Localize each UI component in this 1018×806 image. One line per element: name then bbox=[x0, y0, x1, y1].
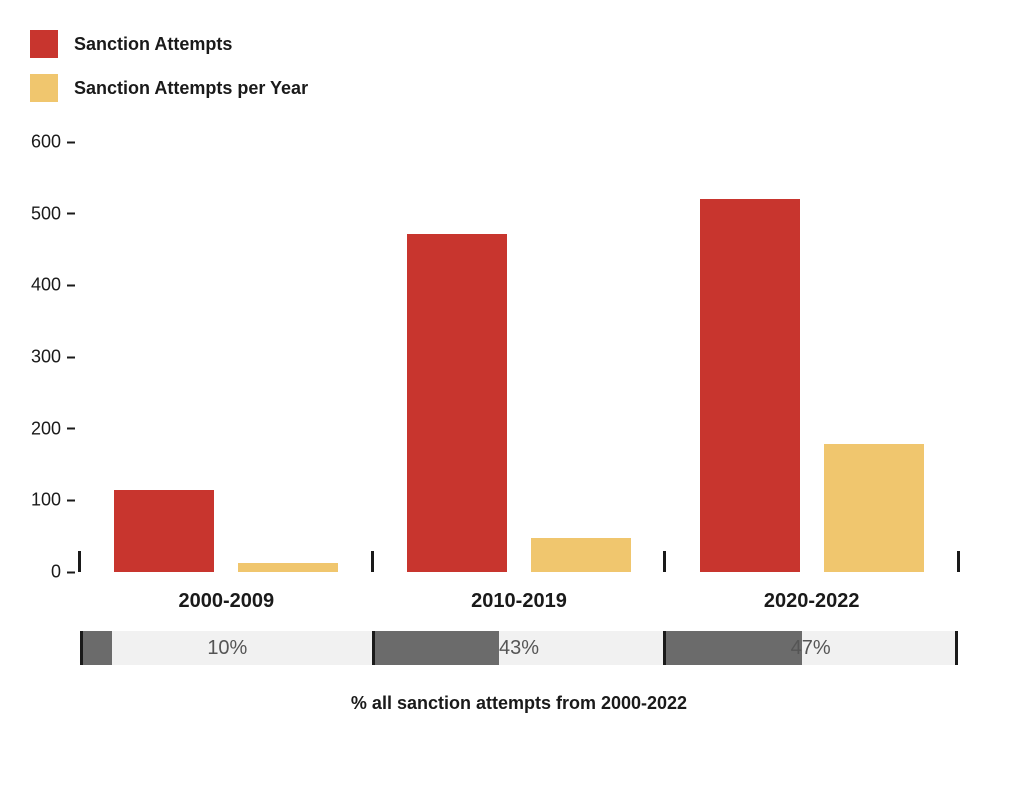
legend-swatch bbox=[30, 74, 58, 102]
y-tick: 400 bbox=[31, 275, 75, 296]
y-tick: 500 bbox=[31, 203, 75, 224]
bars bbox=[80, 142, 373, 572]
y-tick-mark bbox=[67, 356, 75, 358]
percent-label: 43% bbox=[375, 637, 664, 660]
y-tick-label: 600 bbox=[31, 132, 61, 153]
bar-groups bbox=[80, 142, 958, 572]
percent-cell: 47% bbox=[663, 631, 958, 665]
y-tick-mark bbox=[67, 499, 75, 501]
y-tick-label: 100 bbox=[31, 490, 61, 511]
x-axis-labels: 2000-20092010-20192020-2022 bbox=[80, 590, 958, 613]
percent-label: 47% bbox=[666, 637, 955, 660]
y-tick: 0 bbox=[51, 562, 75, 583]
y-tick-label: 400 bbox=[31, 275, 61, 296]
y-tick-label: 0 bbox=[51, 562, 61, 583]
bar bbox=[238, 563, 338, 572]
legend-label: Sanction Attempts per Year bbox=[74, 78, 308, 99]
percent-cell: 10% bbox=[80, 631, 372, 665]
y-tick-mark bbox=[67, 571, 75, 573]
legend: Sanction Attempts Sanction Attempts per Y… bbox=[30, 30, 988, 102]
x-label: 2010-2019 bbox=[373, 590, 666, 613]
percent-label: 10% bbox=[83, 637, 372, 660]
y-tick: 100 bbox=[31, 490, 75, 511]
plot-area: 0100200300400500600 bbox=[80, 142, 958, 572]
bar bbox=[531, 538, 631, 572]
y-tick-mark bbox=[67, 284, 75, 286]
y-tick: 200 bbox=[31, 418, 75, 439]
bar bbox=[824, 444, 924, 572]
bar-group bbox=[80, 142, 373, 572]
legend-item: Sanction Attempts per Year bbox=[30, 74, 988, 102]
caption: % all sanction attempts from 2000-2022 bbox=[80, 693, 958, 714]
y-tick-label: 200 bbox=[31, 418, 61, 439]
y-tick-label: 300 bbox=[31, 347, 61, 368]
percent-cell: 43% bbox=[372, 631, 664, 665]
legend-item: Sanction Attempts bbox=[30, 30, 988, 58]
y-tick-mark bbox=[67, 213, 75, 215]
y-tick: 600 bbox=[31, 132, 75, 153]
y-tick: 300 bbox=[31, 347, 75, 368]
x-label: 2020-2022 bbox=[665, 590, 958, 613]
bars bbox=[373, 142, 666, 572]
legend-swatch bbox=[30, 30, 58, 58]
y-tick-mark bbox=[67, 428, 75, 430]
legend-label: Sanction Attempts bbox=[74, 34, 232, 55]
y-axis: 0100200300400500600 bbox=[30, 142, 75, 572]
bar bbox=[407, 234, 507, 572]
bars bbox=[665, 142, 958, 572]
bar bbox=[114, 490, 214, 572]
y-tick-label: 500 bbox=[31, 203, 61, 224]
bar-group bbox=[373, 142, 666, 572]
bar-group bbox=[665, 142, 958, 572]
x-label: 2000-2009 bbox=[80, 590, 373, 613]
bar bbox=[700, 199, 800, 572]
chart: 0100200300400500600 2000-20092010-201920… bbox=[80, 142, 958, 714]
y-tick-mark bbox=[67, 141, 75, 143]
percent-track: 10%43%47% bbox=[80, 631, 958, 665]
